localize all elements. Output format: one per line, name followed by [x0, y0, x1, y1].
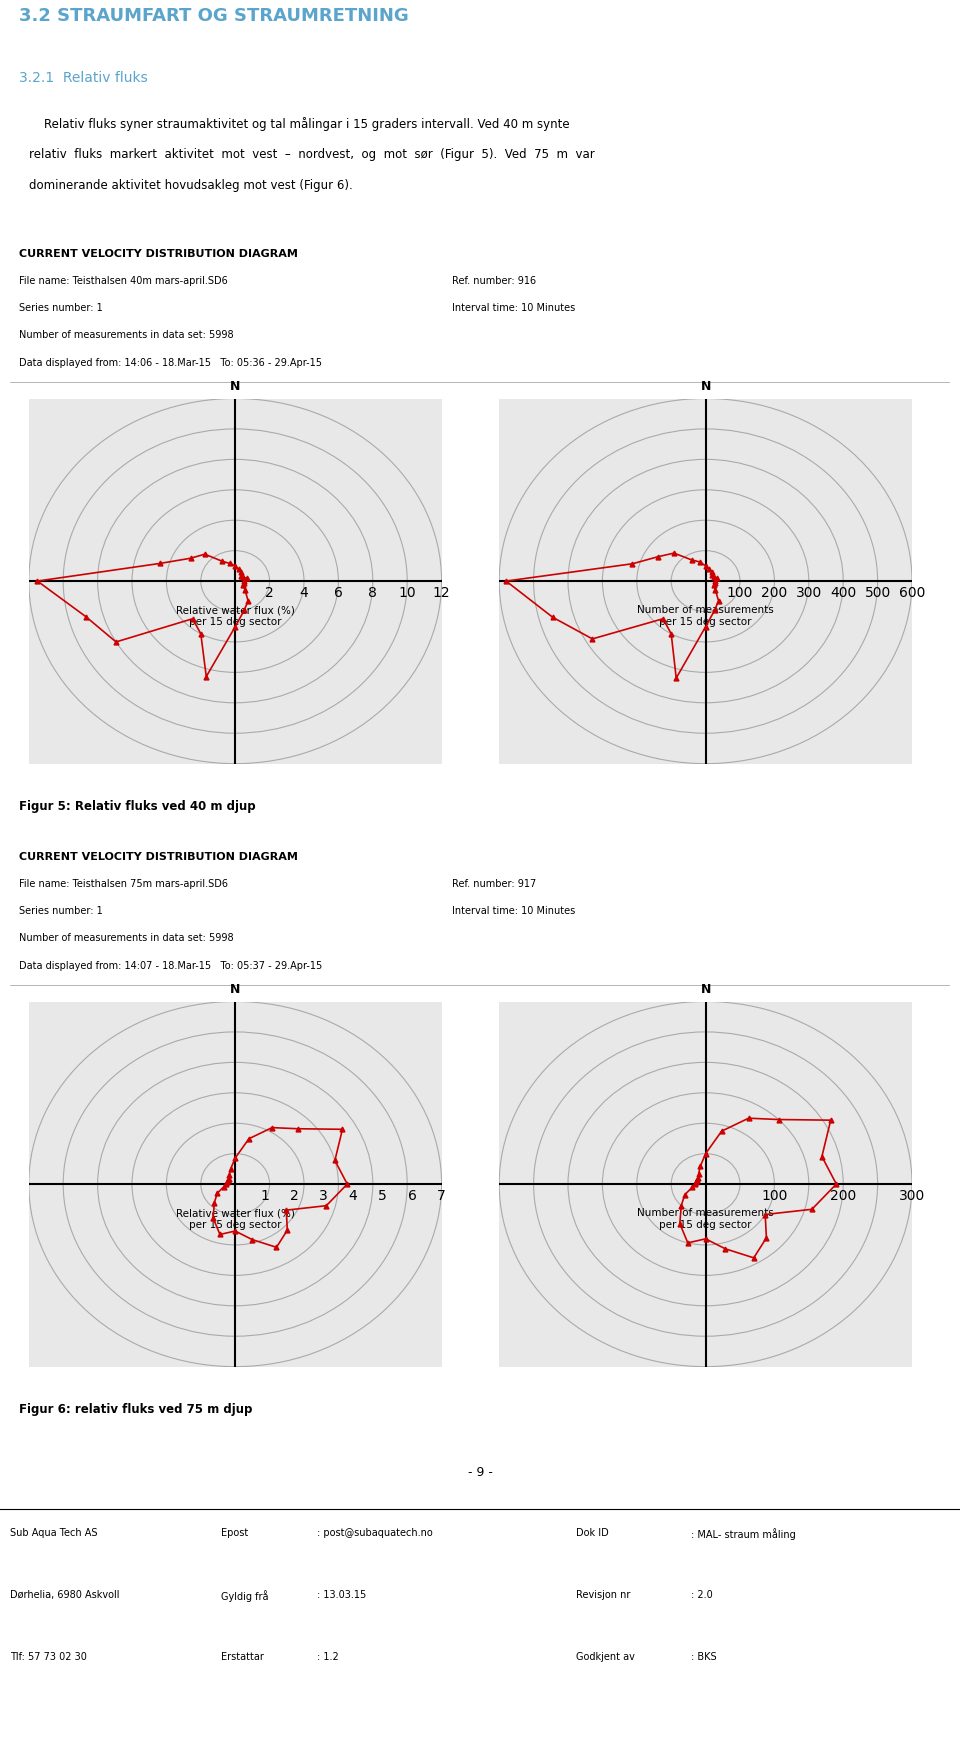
Text: Ref. number: 917: Ref. number: 917 [452, 880, 536, 888]
Text: N: N [701, 380, 710, 392]
Text: Series number: 1: Series number: 1 [19, 303, 103, 314]
Text: Epost: Epost [221, 1528, 248, 1538]
Text: Sub Aqua Tech AS: Sub Aqua Tech AS [10, 1528, 97, 1538]
Text: Data displayed from: 14:06 - 18.Mar-15   To: 05:36 - 29.Apr-15: Data displayed from: 14:06 - 18.Mar-15 T… [19, 357, 322, 368]
Text: relativ  fluks  markert  aktivitet  mot  vest  –  nordvest,  og  mot  sør  (Figu: relativ fluks markert aktivitet mot vest… [29, 149, 594, 161]
Text: : 1.2: : 1.2 [317, 1652, 339, 1663]
Text: Interval time: 10 Minutes: Interval time: 10 Minutes [452, 303, 575, 314]
Text: Data displayed from: 14:07 - 18.Mar-15   To: 05:37 - 29.Apr-15: Data displayed from: 14:07 - 18.Mar-15 T… [19, 960, 323, 971]
Text: Number of measurements in data set: 5998: Number of measurements in data set: 5998 [19, 934, 233, 943]
Text: Dørhelia, 6980 Askvoll: Dørhelia, 6980 Askvoll [10, 1591, 119, 1600]
Text: Interval time: 10 Minutes: Interval time: 10 Minutes [452, 906, 575, 916]
Text: : MAL- straum måling: : MAL- straum måling [691, 1528, 796, 1540]
X-axis label: Relative water flux (%)
per 15 deg sector: Relative water flux (%) per 15 deg secto… [176, 606, 295, 627]
Text: Erstattar: Erstattar [221, 1652, 264, 1663]
X-axis label: Number of measurements
per 15 deg sector: Number of measurements per 15 deg sector [637, 1209, 774, 1230]
Text: : 2.0: : 2.0 [691, 1591, 713, 1600]
Text: N: N [230, 380, 240, 392]
Text: Series number: 1: Series number: 1 [19, 906, 103, 916]
Text: Dok ID: Dok ID [576, 1528, 609, 1538]
Text: CURRENT VELOCITY DISTRIBUTION DIAGRAM: CURRENT VELOCITY DISTRIBUTION DIAGRAM [19, 249, 298, 259]
Text: Figur 6: relativ fluks ved 75 m djup: Figur 6: relativ fluks ved 75 m djup [19, 1403, 252, 1416]
Text: - 9 -: - 9 - [468, 1466, 492, 1479]
Text: : post@subaquatech.no: : post@subaquatech.no [317, 1528, 433, 1538]
X-axis label: Relative water flux (%)
per 15 deg sector: Relative water flux (%) per 15 deg secto… [176, 1209, 295, 1230]
Text: File name: Teisthalsen 75m mars-april.SD6: File name: Teisthalsen 75m mars-april.SD… [19, 880, 228, 888]
Text: : 13.03.15: : 13.03.15 [317, 1591, 366, 1600]
Text: File name: Teisthalsen 40m mars-april.SD6: File name: Teisthalsen 40m mars-april.SD… [19, 275, 228, 286]
Text: Ref. number: 916: Ref. number: 916 [452, 275, 536, 286]
Text: dominerande aktivitet hovudsakleg mot vest (Figur 6).: dominerande aktivitet hovudsakleg mot ve… [29, 179, 352, 191]
Text: Godkjent av: Godkjent av [576, 1652, 635, 1663]
Text: Figur 5: Relativ fluks ved 40 m djup: Figur 5: Relativ fluks ved 40 m djup [19, 799, 255, 813]
Text: 3.2 STRAUMFART OG STRAUMRETNING: 3.2 STRAUMFART OG STRAUMRETNING [19, 7, 409, 25]
Text: Number of measurements in data set: 5998: Number of measurements in data set: 5998 [19, 331, 233, 340]
Text: CURRENT VELOCITY DISTRIBUTION DIAGRAM: CURRENT VELOCITY DISTRIBUTION DIAGRAM [19, 851, 298, 862]
Text: N: N [701, 983, 710, 997]
X-axis label: Number of measurements
per 15 deg sector: Number of measurements per 15 deg sector [637, 606, 774, 627]
Text: : BKS: : BKS [691, 1652, 717, 1663]
Text: Revisjon nr: Revisjon nr [576, 1591, 631, 1600]
Text: N: N [230, 983, 240, 997]
Text: Relativ fluks syner straumaktivitet og tal målingar i 15 graders intervall. Ved : Relativ fluks syner straumaktivitet og t… [29, 117, 569, 131]
Text: 3.2.1  Relativ fluks: 3.2.1 Relativ fluks [19, 70, 148, 84]
Text: Gyldig frå: Gyldig frå [221, 1591, 268, 1601]
Text: Tlf: 57 73 02 30: Tlf: 57 73 02 30 [10, 1652, 86, 1663]
